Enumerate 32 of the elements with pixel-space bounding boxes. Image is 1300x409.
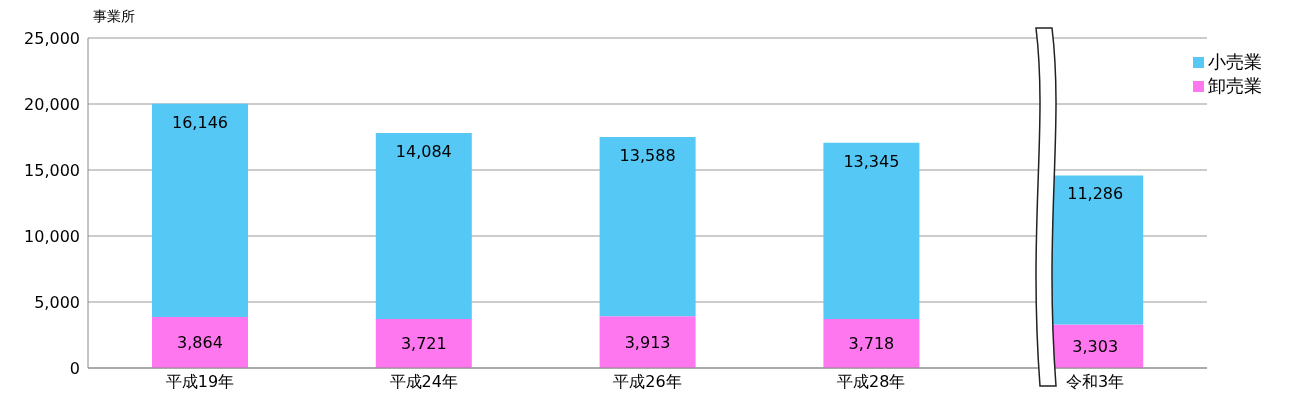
bar (152, 103, 248, 317)
y-tick-label: 5,000 (34, 292, 80, 312)
y-tick-label: 20,000 (24, 94, 80, 114)
x-tick-label: 平成26年 (613, 372, 682, 392)
bar (152, 317, 248, 368)
bar (823, 318, 920, 368)
legend-label: 卸売業 (1208, 74, 1262, 98)
bar (375, 318, 472, 368)
data-label: 16,146 (172, 112, 228, 132)
data-label: 3,913 (624, 333, 671, 353)
data-label: 14,084 (395, 141, 452, 161)
y-axis-title: 事業所 (93, 8, 135, 26)
data-label: 3,303 (1072, 337, 1119, 357)
bar (823, 142, 920, 319)
data-label: 3,721 (400, 334, 447, 354)
y-tick-label: 10,000 (24, 226, 80, 246)
bar (375, 132, 472, 319)
data-label: 13,345 (843, 151, 900, 171)
x-tick-label: 平成19年 (165, 372, 235, 392)
x-tick-label: 平成24年 (389, 372, 458, 392)
bar (599, 136, 696, 317)
x-tick-label: 令和3年 (1066, 372, 1125, 392)
y-tick-label: 25,000 (24, 28, 80, 48)
data-label: 3,718 (848, 334, 895, 354)
data-label: 11,286 (1067, 184, 1124, 204)
x-tick-label: 平成28年 (837, 372, 906, 392)
y-tick-label: 0 (69, 358, 80, 378)
legend-label: 小売業 (1208, 50, 1262, 74)
data-label: 3,864 (177, 333, 223, 353)
y-tick-label: 15,000 (24, 160, 80, 180)
bar (599, 316, 696, 368)
data-label: 13,588 (619, 145, 676, 165)
